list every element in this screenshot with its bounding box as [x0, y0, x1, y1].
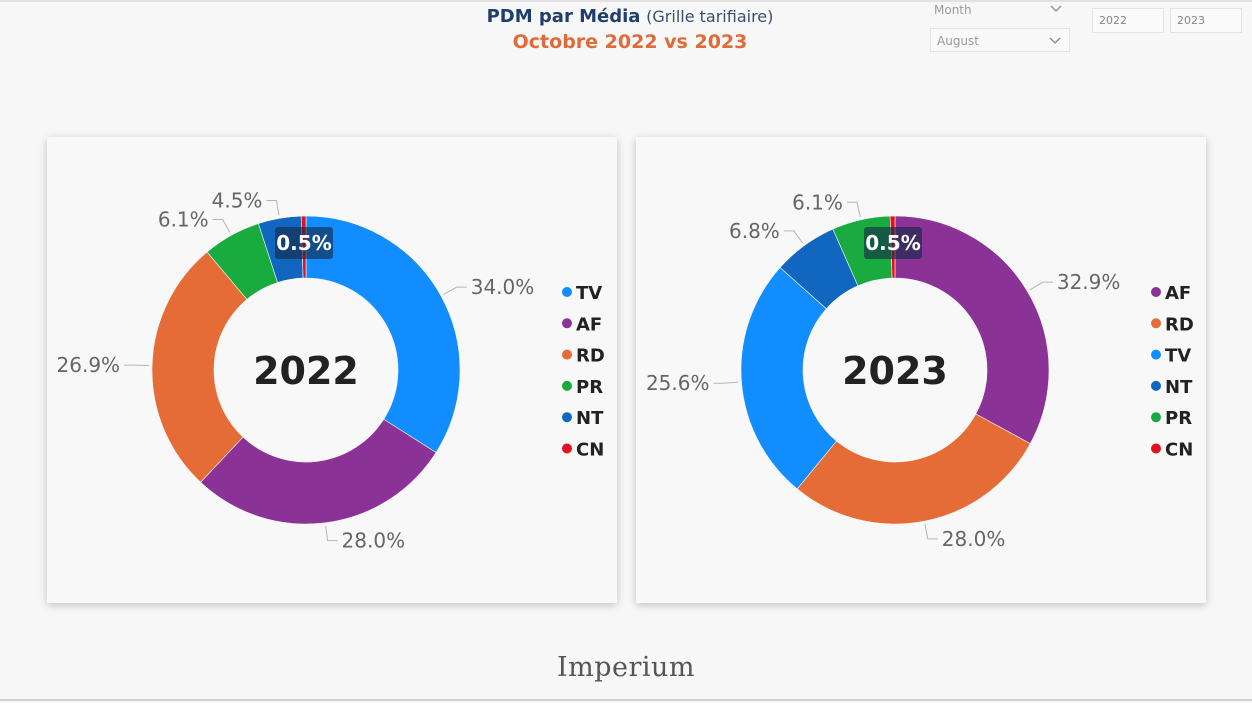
- data-label-af: 32.9%: [1057, 270, 1121, 294]
- leader-line-af: [1029, 281, 1053, 291]
- month-slicer-label: Month: [934, 3, 972, 17]
- center-year-label: 2022: [253, 349, 359, 393]
- leader-line-tv: [443, 286, 467, 295]
- year-start-value: 2022: [1099, 14, 1127, 27]
- legend-swatch-tv: [1151, 349, 1161, 360]
- data-label-pr: 6.1%: [792, 190, 843, 214]
- slice-af[interactable]: [200, 418, 437, 525]
- bottom-border: [0, 699, 1252, 701]
- legend-label-rd: RD: [576, 346, 605, 367]
- leader-line-pr: [212, 219, 231, 233]
- title-note: (Grille tarifiaire): [646, 7, 774, 26]
- data-label-nt: 6.8%: [729, 219, 780, 243]
- page-title: PDM par Média: [486, 6, 641, 27]
- data-label-bg-cn: [275, 227, 333, 259]
- center-year-label: 2023: [842, 349, 948, 393]
- donut-card-2022: 34.0% 28.0% 26.9% 6.1% 4.5% 0.5% 2022 TV AF RD PR N…: [47, 137, 617, 603]
- data-label-af: 28.0%: [342, 529, 406, 553]
- leader-line-rd: [924, 524, 938, 540]
- leader-line-nt: [266, 200, 280, 216]
- leader-line-af: [325, 525, 338, 542]
- page-subtitle: Octobre 2022 vs 2023: [512, 31, 748, 53]
- legend-item-nt[interactable]: NT: [562, 408, 604, 429]
- slice-tv[interactable]: [740, 267, 837, 490]
- legend-item-af[interactable]: AF: [1151, 283, 1191, 304]
- donut-chart-2022: 34.0% 28.0% 26.9% 6.1%4.5% 0.5% 2022 TV AF RD PR N…: [57, 189, 605, 553]
- legend-item-af[interactable]: AF: [562, 314, 602, 335]
- legend-label-cn: CN: [1165, 440, 1193, 461]
- data-label-rd: 28.0%: [942, 527, 1006, 551]
- legend-label-pr: PR: [1165, 408, 1192, 429]
- legend-swatch-af: [562, 318, 572, 329]
- legend-label-rd: RD: [1165, 314, 1194, 335]
- legend-label-af: AF: [1165, 283, 1191, 304]
- chevron-down-icon[interactable]: [1050, 4, 1062, 14]
- legend-label-pr: PR: [576, 377, 603, 398]
- data-label-cn: 0.5%: [276, 231, 331, 255]
- data-label-bg-cn: [864, 227, 922, 259]
- month-dropdown-value: August: [937, 34, 979, 48]
- donut-card-2023: 32.9% 28.0% 25.6% 6.8% 6.1% 0.5% 2023 AF RD TV NT P…: [636, 137, 1206, 603]
- month-slicer-header[interactable]: Month: [930, 0, 1070, 22]
- legend-item-cn[interactable]: CN: [562, 440, 604, 461]
- year-end-value: 2023: [1177, 14, 1205, 27]
- slice-af[interactable]: [894, 215, 1050, 445]
- legend-swatch-nt: [562, 412, 572, 423]
- imperium-logo: Imperium: [556, 652, 696, 683]
- legend-swatch-pr: [1151, 412, 1161, 423]
- leader-line-nt: [783, 230, 804, 244]
- legend-swatch-cn: [562, 443, 572, 454]
- legend-label-cn: CN: [576, 440, 604, 461]
- legend-item-pr[interactable]: PR: [562, 377, 603, 398]
- legend-item-pr[interactable]: PR: [1151, 408, 1192, 429]
- legend-item-cn[interactable]: CN: [1151, 440, 1193, 461]
- donut-chart-2023: 32.9% 28.0% 25.6% 6.8% 6.1% 0.5% 2023 AF RD TV NT P…: [646, 190, 1194, 551]
- legend-swatch-rd: [1151, 318, 1161, 329]
- slice-rd[interactable]: [796, 413, 1031, 525]
- year-input-end[interactable]: 2023: [1170, 8, 1242, 33]
- legend-label-nt: NT: [1165, 377, 1193, 398]
- data-label-tv: 34.0%: [471, 275, 535, 299]
- legend-swatch-af: [1151, 287, 1161, 297]
- data-label-pr: 6.1%: [158, 208, 209, 232]
- chevron-down-icon[interactable]: [1049, 36, 1061, 46]
- legend-item-rd[interactable]: RD: [1151, 314, 1194, 335]
- data-label-cn: 0.5%: [865, 231, 920, 255]
- legend-label-nt: NT: [576, 408, 604, 429]
- legend-swatch-nt: [1151, 380, 1161, 391]
- legend-swatch-pr: [562, 380, 572, 391]
- top-border: [0, 0, 1252, 2]
- data-label-nt: 4.5%: [212, 189, 263, 213]
- legend-item-tv[interactable]: TV: [562, 283, 602, 304]
- legend-item-tv[interactable]: TV: [1151, 346, 1191, 367]
- legend-swatch-rd: [562, 349, 572, 360]
- data-label-rd: 26.9%: [57, 353, 121, 377]
- legend-label-af: AF: [576, 314, 602, 335]
- legend-label-tv: TV: [1165, 346, 1191, 367]
- month-dropdown[interactable]: August: [930, 28, 1070, 52]
- title-line: PDM par Média (Grille tarifiaire): [380, 6, 880, 27]
- leader-line-tv: [713, 381, 739, 384]
- legend-label-tv: TV: [576, 283, 602, 304]
- slice-tv[interactable]: [305, 215, 461, 453]
- slice-rd[interactable]: [151, 251, 248, 483]
- leader-line-pr: [846, 201, 861, 218]
- legend-item-rd[interactable]: RD: [562, 346, 605, 367]
- legend-swatch-cn: [1151, 443, 1161, 454]
- year-input-start[interactable]: 2022: [1092, 8, 1164, 33]
- legend-item-nt[interactable]: NT: [1151, 377, 1193, 398]
- data-label-tv: 25.6%: [646, 371, 710, 395]
- report-title: PDM par Média (Grille tarifiaire) Octobr…: [380, 6, 880, 53]
- legend-swatch-tv: [562, 287, 572, 297]
